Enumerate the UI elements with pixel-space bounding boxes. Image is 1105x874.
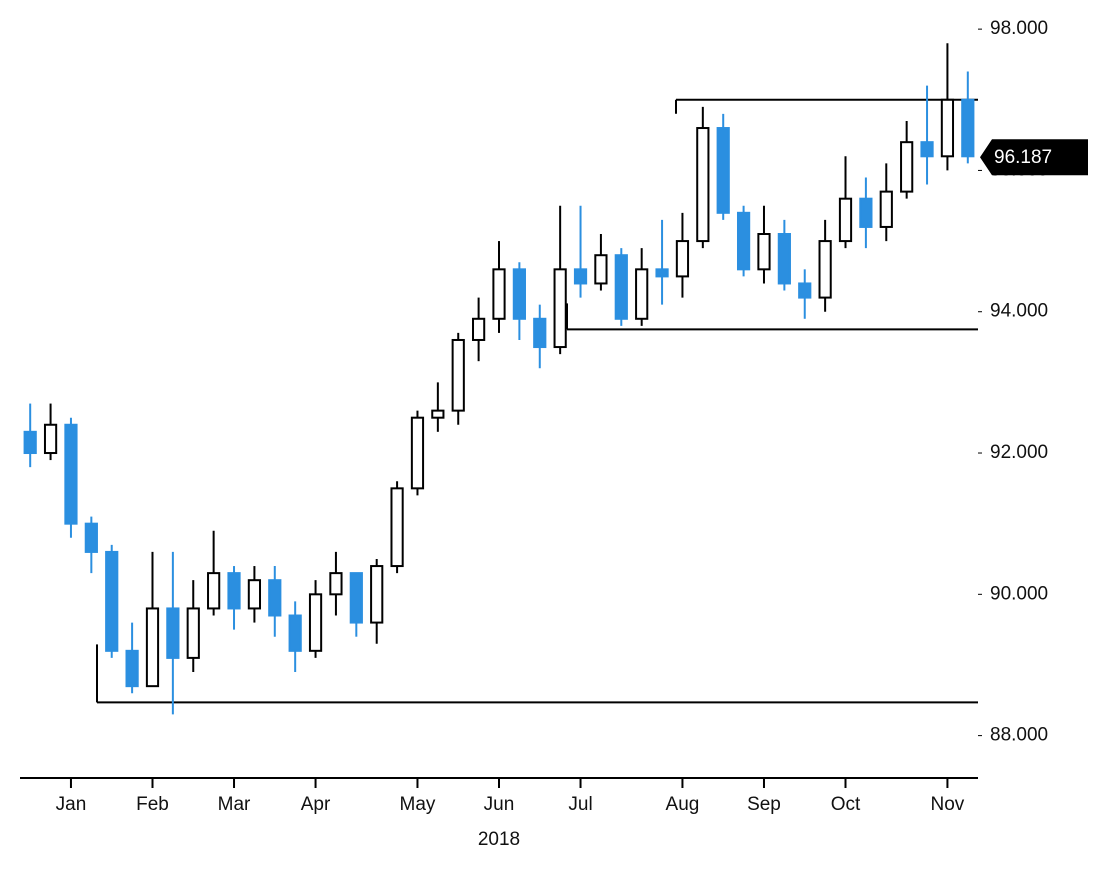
year-label: 2018 bbox=[478, 829, 520, 850]
x-tick-label: Nov bbox=[931, 794, 965, 815]
last-price-tag bbox=[980, 139, 1088, 176]
candle-body bbox=[940, 98, 955, 158]
candle-body bbox=[43, 423, 58, 455]
candle-body bbox=[512, 268, 526, 320]
candle-body bbox=[818, 240, 832, 299]
x-tick-label: Apr bbox=[301, 794, 331, 815]
candle-body bbox=[920, 141, 934, 158]
candle-body bbox=[84, 522, 98, 553]
candle-body bbox=[329, 572, 343, 596]
candle-body bbox=[594, 254, 608, 285]
candle-body bbox=[961, 98, 975, 158]
candle-body bbox=[553, 268, 567, 349]
last-price-label: 96.187 bbox=[994, 147, 1052, 168]
candle-body bbox=[859, 197, 873, 228]
candle-body bbox=[614, 254, 628, 320]
candle-body bbox=[23, 430, 37, 455]
x-tick-label: Oct bbox=[831, 794, 861, 815]
x-tick-label: Jun bbox=[484, 794, 515, 815]
y-tick-label: 88.000 bbox=[990, 725, 1048, 746]
candle-body bbox=[472, 317, 486, 341]
candle-body bbox=[166, 607, 180, 659]
candle-body bbox=[900, 141, 914, 193]
candle-body bbox=[696, 127, 710, 243]
candle-body bbox=[268, 579, 282, 617]
y-tick-label: 90.000 bbox=[990, 583, 1048, 604]
x-tick-label: May bbox=[400, 794, 436, 815]
x-tick-label: Mar bbox=[218, 794, 251, 815]
candle-body bbox=[227, 572, 241, 610]
candle-body bbox=[64, 423, 78, 525]
candle-body bbox=[635, 268, 649, 320]
candle-body bbox=[879, 190, 893, 228]
candle-body bbox=[247, 579, 262, 610]
candle-body bbox=[288, 614, 302, 652]
candle-body bbox=[125, 649, 139, 688]
candle-body bbox=[105, 550, 119, 652]
candle-body bbox=[655, 268, 669, 278]
candle-body bbox=[533, 317, 547, 349]
candle-body bbox=[145, 607, 160, 688]
candle-body bbox=[451, 338, 465, 412]
candle-body bbox=[838, 197, 853, 243]
x-tick-label: Aug bbox=[666, 794, 700, 815]
candle-body bbox=[370, 565, 384, 624]
candle-body bbox=[390, 487, 404, 568]
candle-body bbox=[308, 593, 323, 652]
x-tick-label: Jan bbox=[56, 794, 87, 815]
x-tick-label: Jul bbox=[568, 794, 592, 815]
candle-body bbox=[410, 416, 425, 490]
candle-body bbox=[798, 282, 812, 299]
candle-body bbox=[186, 607, 200, 659]
candle-body bbox=[207, 572, 221, 610]
x-tick-label: Feb bbox=[136, 794, 169, 815]
y-tick-label: 92.000 bbox=[990, 442, 1048, 463]
candle-body bbox=[736, 211, 751, 271]
candle-body bbox=[757, 233, 771, 271]
y-tick-label: 98.000 bbox=[990, 18, 1048, 39]
candle-body bbox=[675, 240, 690, 278]
candle-body bbox=[431, 409, 445, 419]
candle-body bbox=[573, 268, 588, 285]
candle-body bbox=[716, 127, 730, 214]
candle-body bbox=[777, 233, 791, 285]
y-tick-label: 94.000 bbox=[990, 301, 1048, 322]
candle-body bbox=[349, 572, 363, 624]
x-tick-label: Sep bbox=[747, 794, 781, 815]
candle-body bbox=[492, 268, 506, 320]
